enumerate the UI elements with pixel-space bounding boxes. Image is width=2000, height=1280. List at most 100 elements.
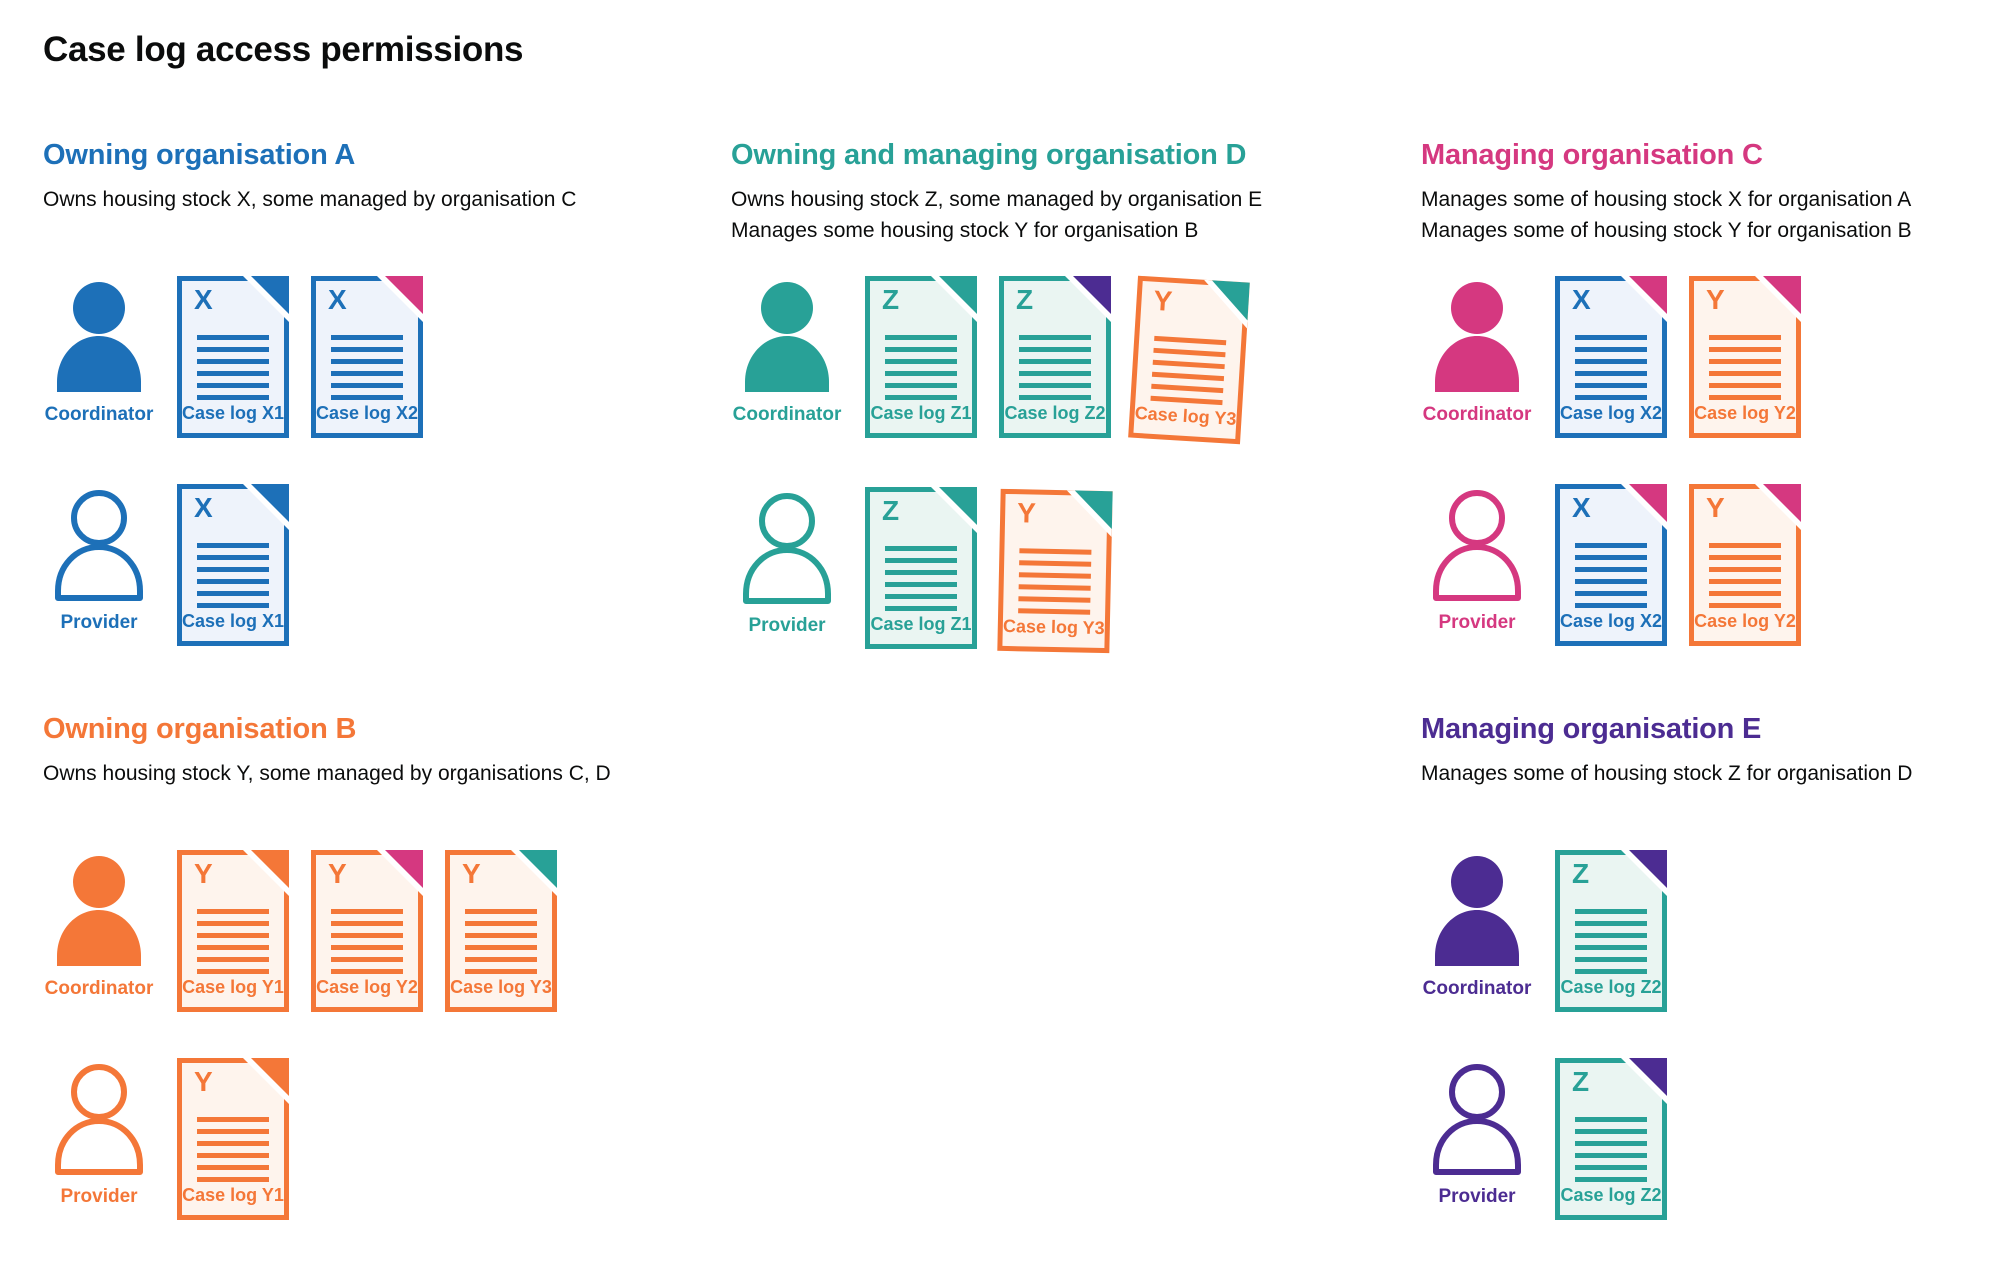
- case-log-doc: Z Case log Z1: [865, 487, 977, 649]
- doc-label: Case log Z2: [1560, 977, 1662, 997]
- doc-text-line: [331, 371, 403, 376]
- provider-row: Provider Z Case log Z1 Y Case log Y3: [731, 487, 1361, 654]
- coordinator-row: Coordinator Z Case log Z2: [1421, 850, 1987, 1012]
- doc-letter: Z: [1572, 1066, 1590, 1097]
- doc-text-line: [885, 582, 957, 587]
- coordinator-row: Coordinator Z Case log Z1 Z Case log Z2 Y Case…: [731, 275, 1361, 445]
- doc-text-line: [1575, 921, 1647, 926]
- provider-icon: [741, 491, 833, 605]
- description-line: Owns housing stock Z, some managed by or…: [731, 188, 1263, 211]
- doc-label: Case log Y3: [1002, 615, 1105, 639]
- doc-letter: Y: [328, 858, 347, 889]
- doc-text-line: [1154, 335, 1227, 346]
- doc-letter: Y: [462, 858, 481, 889]
- doc-text-line: [1019, 371, 1091, 376]
- doc-text-line: [1018, 608, 1091, 615]
- role-label: Coordinator: [44, 978, 154, 999]
- doc-text-line: [331, 969, 403, 974]
- doc-text-line: [1575, 543, 1647, 548]
- folded-corner-icon: [1755, 276, 1801, 322]
- doc-label: Case log X2: [1559, 611, 1663, 631]
- doc-text-lines: [1575, 909, 1647, 981]
- section-title: Managing organisation C: [1421, 139, 1763, 171]
- doc-text-lines: [331, 909, 403, 981]
- doc-text-lines: [1575, 543, 1647, 615]
- doc-text-line: [1575, 383, 1647, 388]
- doc-text-line: [197, 347, 269, 352]
- doc-text-line: [885, 558, 957, 563]
- folded-corner-icon: [243, 850, 289, 896]
- permission-rows: Coordinator Z Case log Z1 Z Case log Z2 Y Case…: [731, 275, 1361, 654]
- doc-text-line: [197, 579, 269, 584]
- person: Provider: [731, 491, 843, 637]
- role-label: Provider: [60, 1186, 138, 1207]
- folded-corner-icon: [243, 484, 289, 530]
- coordinator-row: Coordinator X Case log X2 Y Case log Y2: [1421, 276, 1987, 438]
- doc-text-line: [1575, 957, 1647, 962]
- doc-text-line: [465, 969, 537, 974]
- doc-text-line: [1575, 395, 1647, 400]
- doc-text-line: [331, 957, 403, 962]
- doc-text-line: [197, 969, 269, 974]
- doc-letter: X: [194, 284, 213, 315]
- doc-text-line: [1152, 359, 1225, 370]
- section-description: Owns housing stock Y, some managed by or…: [43, 758, 673, 824]
- doc-letter: Y: [1016, 497, 1037, 529]
- folded-corner-icon: [1621, 484, 1667, 530]
- doc-text-line: [1575, 371, 1647, 376]
- doc-text-line: [1019, 383, 1091, 388]
- description-line: Manages some of housing stock X for orga…: [1421, 188, 1912, 211]
- person: Provider: [1421, 1062, 1533, 1208]
- doc-text-line: [885, 347, 957, 352]
- case-log-doc: Z Case log Z2: [1555, 1058, 1667, 1220]
- doc-text-line: [1575, 933, 1647, 938]
- doc-text-line: [197, 1177, 269, 1182]
- doc-text-lines: [1709, 335, 1781, 407]
- doc-text-line: [1575, 591, 1647, 596]
- doc-text-line: [1153, 347, 1226, 358]
- coordinator-icon: [53, 854, 145, 968]
- doc-text-line: [1575, 359, 1647, 364]
- doc-text-line: [197, 909, 269, 914]
- doc-text-line: [465, 933, 537, 938]
- doc-label: Case log X2: [315, 403, 419, 423]
- doc-text-line: [197, 945, 269, 950]
- doc-text-lines: [1575, 335, 1647, 407]
- doc-text-line: [1575, 1165, 1647, 1170]
- case-log-doc: Y Case log Y2: [1689, 484, 1801, 646]
- doc-text-line: [197, 1153, 269, 1158]
- permission-rows: Coordinator Z Case log Z2 Provider Z Case log…: [1421, 850, 1987, 1220]
- doc-label: Case log Z2: [1004, 403, 1106, 423]
- doc-letter: Y: [1706, 492, 1725, 523]
- provider-row: Provider Y Case log Y1: [43, 1058, 673, 1220]
- provider-row: Provider X Case log X2 Y Case log Y2: [1421, 484, 1987, 646]
- doc-label: Case log Y3: [1134, 402, 1237, 429]
- doc-text-line: [331, 347, 403, 352]
- doc-text-line: [465, 921, 537, 926]
- provider-icon: [53, 1062, 145, 1176]
- section-description: Manages some of housing stock Z for orga…: [1421, 758, 1987, 824]
- doc-text-line: [197, 395, 269, 400]
- doc-letter: X: [1572, 284, 1591, 315]
- doc-letter: X: [328, 284, 347, 315]
- case-log-doc: Z Case log Z1: [865, 276, 977, 438]
- case-log-doc: Y Case log Y3: [445, 850, 557, 1012]
- folded-corner-icon: [1066, 490, 1113, 538]
- case-log-doc: Z Case log Z2: [1555, 850, 1667, 1012]
- case-log-doc: Y Case log Y3: [1128, 275, 1250, 445]
- doc-text-line: [885, 359, 957, 364]
- doc-text-line: [331, 933, 403, 938]
- case-log-doc: Y Case log Y2: [311, 850, 423, 1012]
- doc-text-line: [197, 933, 269, 938]
- doc-text-line: [331, 395, 403, 400]
- doc-text-lines: [1018, 548, 1092, 621]
- doc-text-line: [885, 594, 957, 599]
- doc-text-line: [1019, 335, 1091, 340]
- doc-label: Case log Z1: [870, 403, 972, 423]
- doc-text-line: [465, 909, 537, 914]
- doc-text-line: [1709, 555, 1781, 560]
- doc-text-lines: [885, 335, 957, 407]
- doc-text-line: [465, 957, 537, 962]
- doc-text-line: [197, 1165, 269, 1170]
- folded-corner-icon: [1621, 276, 1667, 322]
